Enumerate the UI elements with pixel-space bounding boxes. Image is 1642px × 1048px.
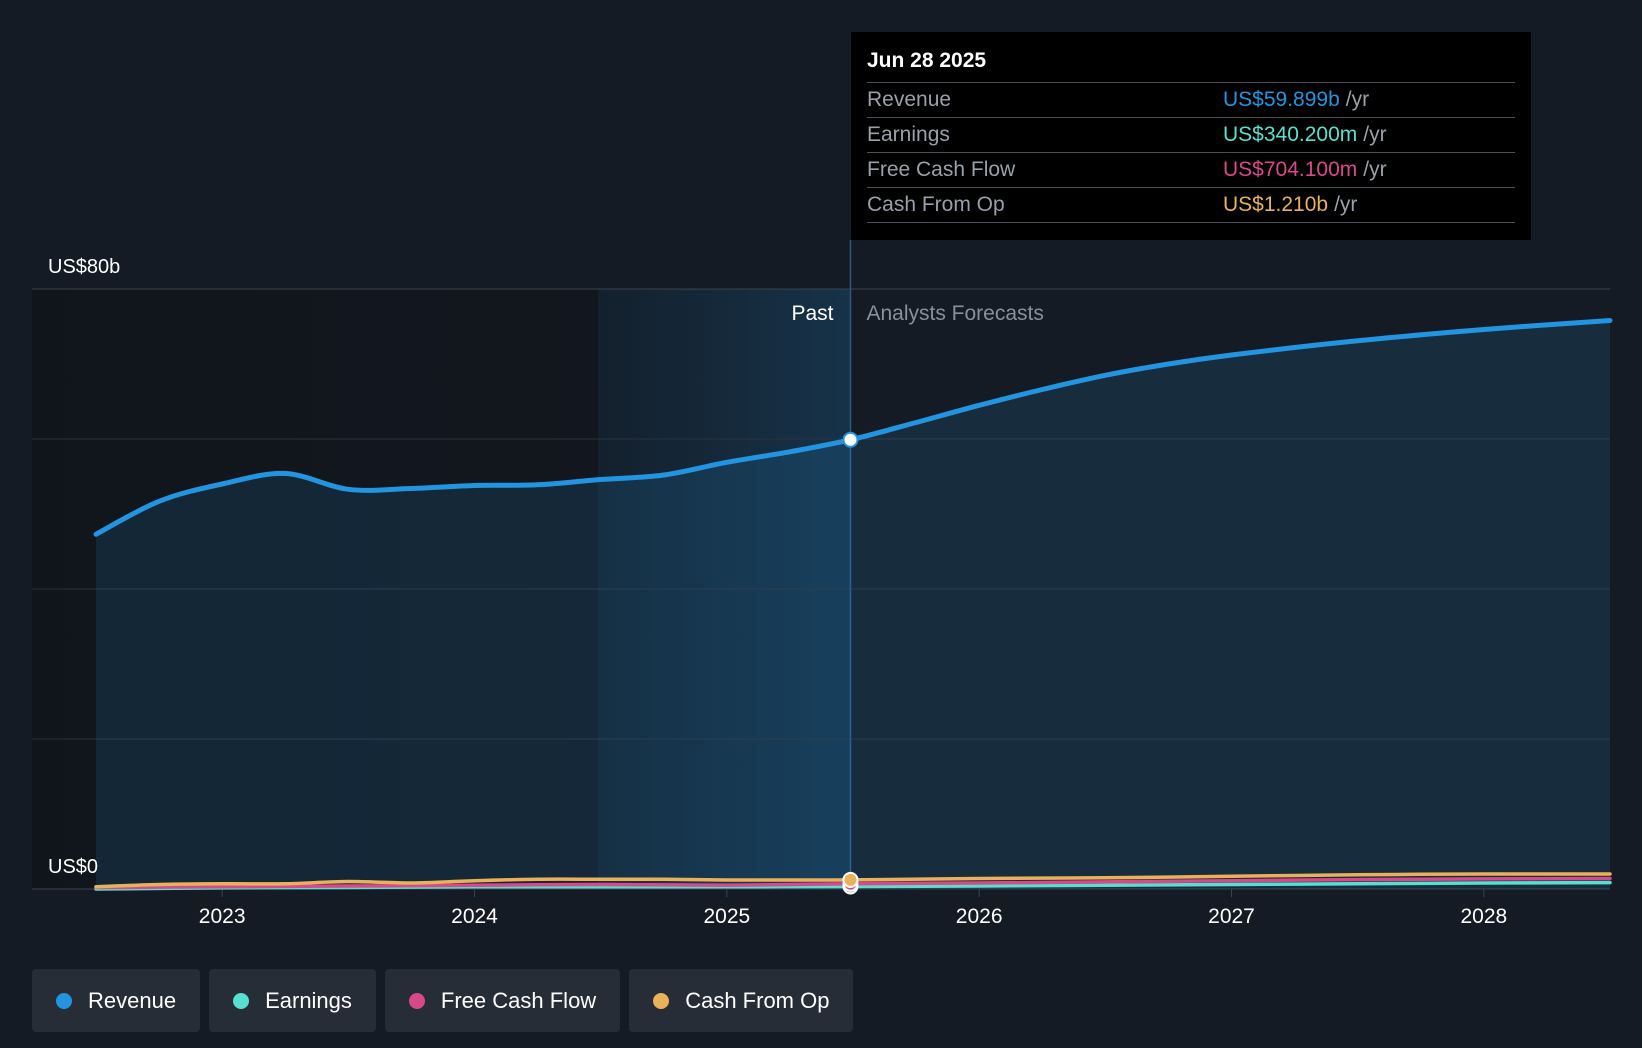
legend-label: Earnings — [265, 987, 352, 1013]
legend-dot-icon — [653, 992, 670, 1009]
tooltip-unit: /yr — [1363, 158, 1387, 181]
tooltip-label: Revenue — [867, 88, 952, 111]
tooltip-unit: /yr — [1345, 88, 1370, 111]
legend-item-cash-from-op[interactable]: Cash From Op — [629, 969, 854, 1032]
revenue-area — [96, 320, 1610, 889]
legend-label: Cash From Op — [685, 987, 830, 1013]
tooltip-label: Earnings — [867, 123, 950, 146]
x-axis-tick-label: 2024 — [451, 905, 498, 928]
revenue-marker — [842, 431, 859, 448]
legend: Revenue Earnings Free Cash Flow Cash Fro… — [32, 969, 854, 1032]
y-axis-label-top: US$80b — [48, 256, 120, 278]
tooltip-unit: /yr — [1363, 123, 1387, 146]
cash-from-op-marker — [842, 871, 859, 888]
tooltip-label: Cash From Op — [867, 193, 1005, 216]
tooltip-row-earnings: Earnings US$340.200m/yr — [867, 118, 1515, 153]
legend-item-revenue[interactable]: Revenue — [32, 969, 201, 1032]
tooltip-row-revenue: Revenue US$59.899b/yr — [867, 83, 1515, 118]
x-axis-tick-label: 2026 — [956, 905, 1003, 928]
x-axis-tick-label: 2023 — [199, 905, 246, 928]
tooltip-unit: /yr — [1334, 193, 1358, 216]
tooltip: Jun 28 2025 Revenue US$59.899b/yr Earnin… — [851, 32, 1531, 240]
past-label: Past — [791, 302, 833, 325]
x-axis-tick-label: 2027 — [1208, 905, 1255, 928]
y-axis-label-bottom: US$0 — [48, 856, 98, 878]
x-axis-tick-label: 2025 — [703, 905, 750, 928]
cash-from-op-line — [94, 872, 1612, 889]
legend-dot-icon — [56, 992, 72, 1009]
forecast-label: Analysts Forecasts — [866, 302, 1043, 325]
tooltip-date: Jun 28 2025 — [867, 46, 1515, 83]
legend-dot-icon — [408, 992, 425, 1009]
legend-item-earnings[interactable]: Earnings — [209, 969, 376, 1032]
tooltip-value: US$340.200m — [1223, 123, 1358, 146]
tooltip-value: US$1.210b — [1223, 193, 1329, 216]
tooltip-value: US$704.100m — [1223, 158, 1358, 181]
revenue-line — [93, 318, 1613, 537]
x-axis-tick-label: 2028 — [1460, 905, 1507, 928]
legend-label: Free Cash Flow — [440, 987, 597, 1013]
tooltip-row-cash-from-op: Cash From Op US$1.210b/yr — [867, 188, 1515, 223]
tooltip-row-free-cash-flow: Free Cash Flow US$704.100m/yr — [867, 153, 1515, 188]
legend-dot-icon — [233, 992, 250, 1009]
tooltip-label: Free Cash Flow — [867, 158, 1016, 181]
tooltip-value: US$59.899b — [1223, 88, 1340, 111]
legend-label: Revenue — [88, 987, 177, 1013]
legend-item-free-cash-flow[interactable]: Free Cash Flow — [384, 969, 621, 1032]
